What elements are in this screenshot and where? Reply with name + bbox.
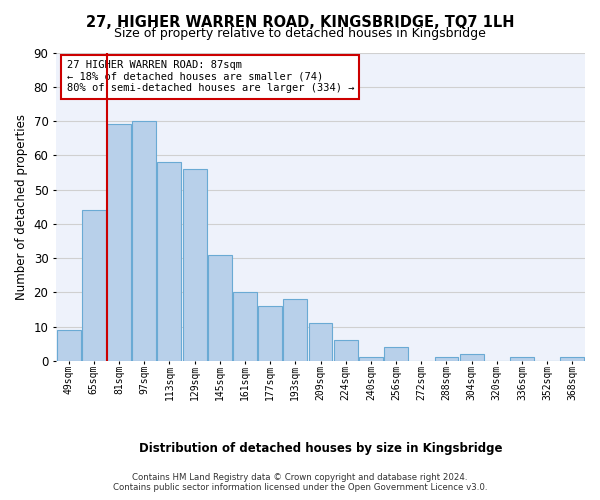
- Text: Contains HM Land Registry data © Crown copyright and database right 2024.
Contai: Contains HM Land Registry data © Crown c…: [113, 473, 487, 492]
- Y-axis label: Number of detached properties: Number of detached properties: [15, 114, 28, 300]
- Bar: [460, 354, 484, 361]
- X-axis label: Distribution of detached houses by size in Kingsbridge: Distribution of detached houses by size …: [139, 442, 502, 455]
- Text: 27, HIGHER WARREN ROAD, KINGSBRIDGE, TQ7 1LH: 27, HIGHER WARREN ROAD, KINGSBRIDGE, TQ7…: [86, 15, 514, 30]
- Bar: [283, 299, 307, 361]
- Bar: [56, 330, 80, 361]
- Text: Size of property relative to detached houses in Kingsbridge: Size of property relative to detached ho…: [114, 28, 486, 40]
- Text: 27 HIGHER WARREN ROAD: 87sqm
← 18% of detached houses are smaller (74)
80% of se: 27 HIGHER WARREN ROAD: 87sqm ← 18% of de…: [67, 60, 354, 94]
- Bar: [308, 323, 332, 361]
- Bar: [560, 358, 584, 361]
- Bar: [334, 340, 358, 361]
- Bar: [182, 169, 206, 361]
- Bar: [107, 124, 131, 361]
- Bar: [132, 121, 156, 361]
- Bar: [384, 347, 408, 361]
- Bar: [233, 292, 257, 361]
- Bar: [359, 358, 383, 361]
- Bar: [258, 306, 282, 361]
- Bar: [434, 358, 458, 361]
- Bar: [208, 254, 232, 361]
- Bar: [157, 162, 181, 361]
- Bar: [510, 358, 534, 361]
- Bar: [82, 210, 106, 361]
